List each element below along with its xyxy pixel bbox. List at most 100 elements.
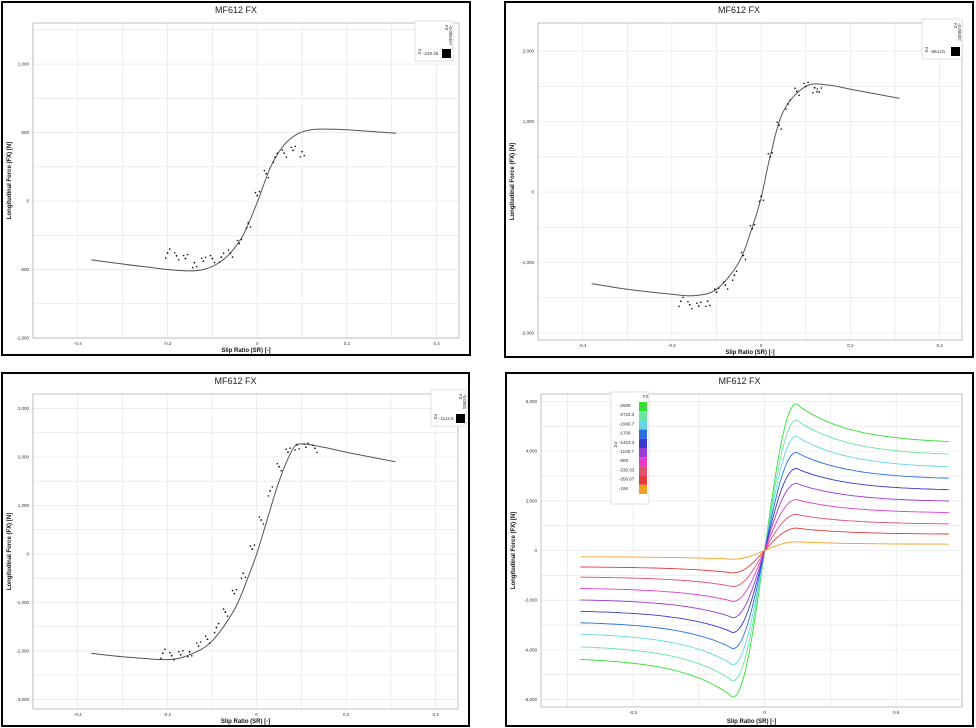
data-point <box>256 194 259 197</box>
data-point <box>292 149 294 152</box>
chart-panel-4: MF612 FX -0.5 0 0.5 6,000 4,000 2,000 0 -2,000 -4… <box>505 372 974 727</box>
data-point <box>191 266 194 269</box>
data-point <box>290 146 293 149</box>
y-tick-label: 0 <box>26 551 29 556</box>
legend-swatch <box>442 49 451 58</box>
legend-swatch <box>639 457 647 467</box>
data-point <box>751 227 754 230</box>
data-point <box>253 544 256 546</box>
y-tick-label: 500 <box>21 130 29 135</box>
plot-frame <box>537 22 963 341</box>
data-point <box>742 254 745 257</box>
data-point <box>267 495 270 497</box>
x-tick-label: 0 <box>255 712 258 717</box>
data-point <box>679 300 682 303</box>
data-point <box>296 443 298 446</box>
legend-swatch <box>639 475 647 485</box>
data-point <box>229 252 232 254</box>
legend-entry: -1100.7 <box>619 449 634 454</box>
data-point <box>804 85 807 88</box>
data-point <box>195 642 198 644</box>
y-tick-label: 0 <box>534 548 537 553</box>
data-point <box>164 648 166 651</box>
data-point <box>803 82 805 85</box>
x-axis-label: Slip Ratio (SR) [-] <box>725 350 774 356</box>
chart-4: MF612 FX -0.5 0 0.5 6,000 4,000 2,000 0 -2,000 -4… <box>511 376 963 725</box>
chart-title: MF612 FX <box>214 376 256 386</box>
data-point <box>316 451 318 454</box>
y-tick-label: 1,000 <box>18 503 30 508</box>
data-point <box>249 545 252 547</box>
data-point <box>224 611 227 613</box>
chart-title: MF612 FX <box>215 5 257 15</box>
data-point <box>298 448 300 450</box>
chart-panel-2: MF612 FX -0.4 -0.2 0 0.2 0.4 2,000 1,000 0 -1,000… <box>504 1 974 358</box>
data-point <box>164 257 167 259</box>
data-point <box>762 199 765 202</box>
data-point <box>795 90 798 93</box>
plot-frame <box>32 393 459 710</box>
x-tick-label: -0.2 <box>164 341 172 346</box>
data-point <box>283 152 286 155</box>
x-axis-label: Slip Ratio (SR) [-] <box>727 719 776 725</box>
x-tick-label: -0.4 <box>74 341 82 346</box>
legend-fz-label: FZ <box>924 47 929 53</box>
data-point <box>276 462 279 465</box>
data-point <box>184 257 187 260</box>
data-point <box>240 577 243 580</box>
data-point <box>265 172 268 175</box>
y-tick-label: 0 <box>531 190 534 195</box>
data-point <box>178 650 180 653</box>
y-tick-label: -3,000 <box>16 697 29 702</box>
data-point <box>236 239 239 242</box>
x-tick-label: 0 <box>256 341 259 346</box>
data-point <box>160 657 162 660</box>
curve--186 <box>580 541 949 560</box>
y-tick-label: -4,000 <box>524 647 537 652</box>
y-tick-label: -2,000 <box>524 598 537 603</box>
data-point <box>222 252 225 254</box>
y-tick-label: -2,000 <box>16 648 29 653</box>
data-point <box>238 242 241 245</box>
y-tick-label: -1,000 <box>16 600 29 605</box>
legend: FZ FZ -2509 -2723.3 -1966.7 -1709 -1403.3 -1100… <box>610 391 650 505</box>
data-point <box>213 631 216 634</box>
data-point <box>682 296 684 299</box>
fit-line <box>591 83 900 297</box>
y-axis-label: Longitudinal Force (FX) [N] <box>7 513 13 590</box>
data-point <box>263 169 266 172</box>
data-point <box>177 259 180 261</box>
legend-code: -0.0001 <box>462 394 467 410</box>
data-point <box>251 548 254 550</box>
data-point <box>749 224 752 227</box>
data-point <box>705 305 707 308</box>
data-point <box>767 153 770 155</box>
legend-code: -0.00002 <box>957 23 962 41</box>
data-point <box>812 92 814 94</box>
data-point <box>258 190 261 193</box>
legend-entry: -1966.7 <box>619 421 635 426</box>
data-point <box>208 642 211 645</box>
data-point <box>778 124 780 127</box>
data-point <box>188 650 191 653</box>
data-point <box>173 658 175 661</box>
y-tick-label: -500 <box>20 267 30 272</box>
data-point <box>278 465 280 468</box>
data-point <box>260 519 263 521</box>
y-tick-label: 1,000 <box>18 62 30 67</box>
data-point <box>706 300 709 303</box>
data-point <box>271 486 274 488</box>
data-point <box>744 258 747 261</box>
x-axis-label: Slip Ratio (SR) [-] <box>221 348 270 354</box>
data-point <box>267 176 270 179</box>
chart-3: MF612 FX -0.4 -0.2 0 0.2 0.4 3,000 2,000 1,000 0 -… <box>7 376 468 725</box>
legend-value: -1112.5 <box>439 416 454 421</box>
data-point <box>217 622 220 625</box>
data-point <box>776 121 779 123</box>
legend-swatch <box>639 429 647 439</box>
legend-swatch <box>639 484 647 494</box>
data-point <box>289 447 292 449</box>
